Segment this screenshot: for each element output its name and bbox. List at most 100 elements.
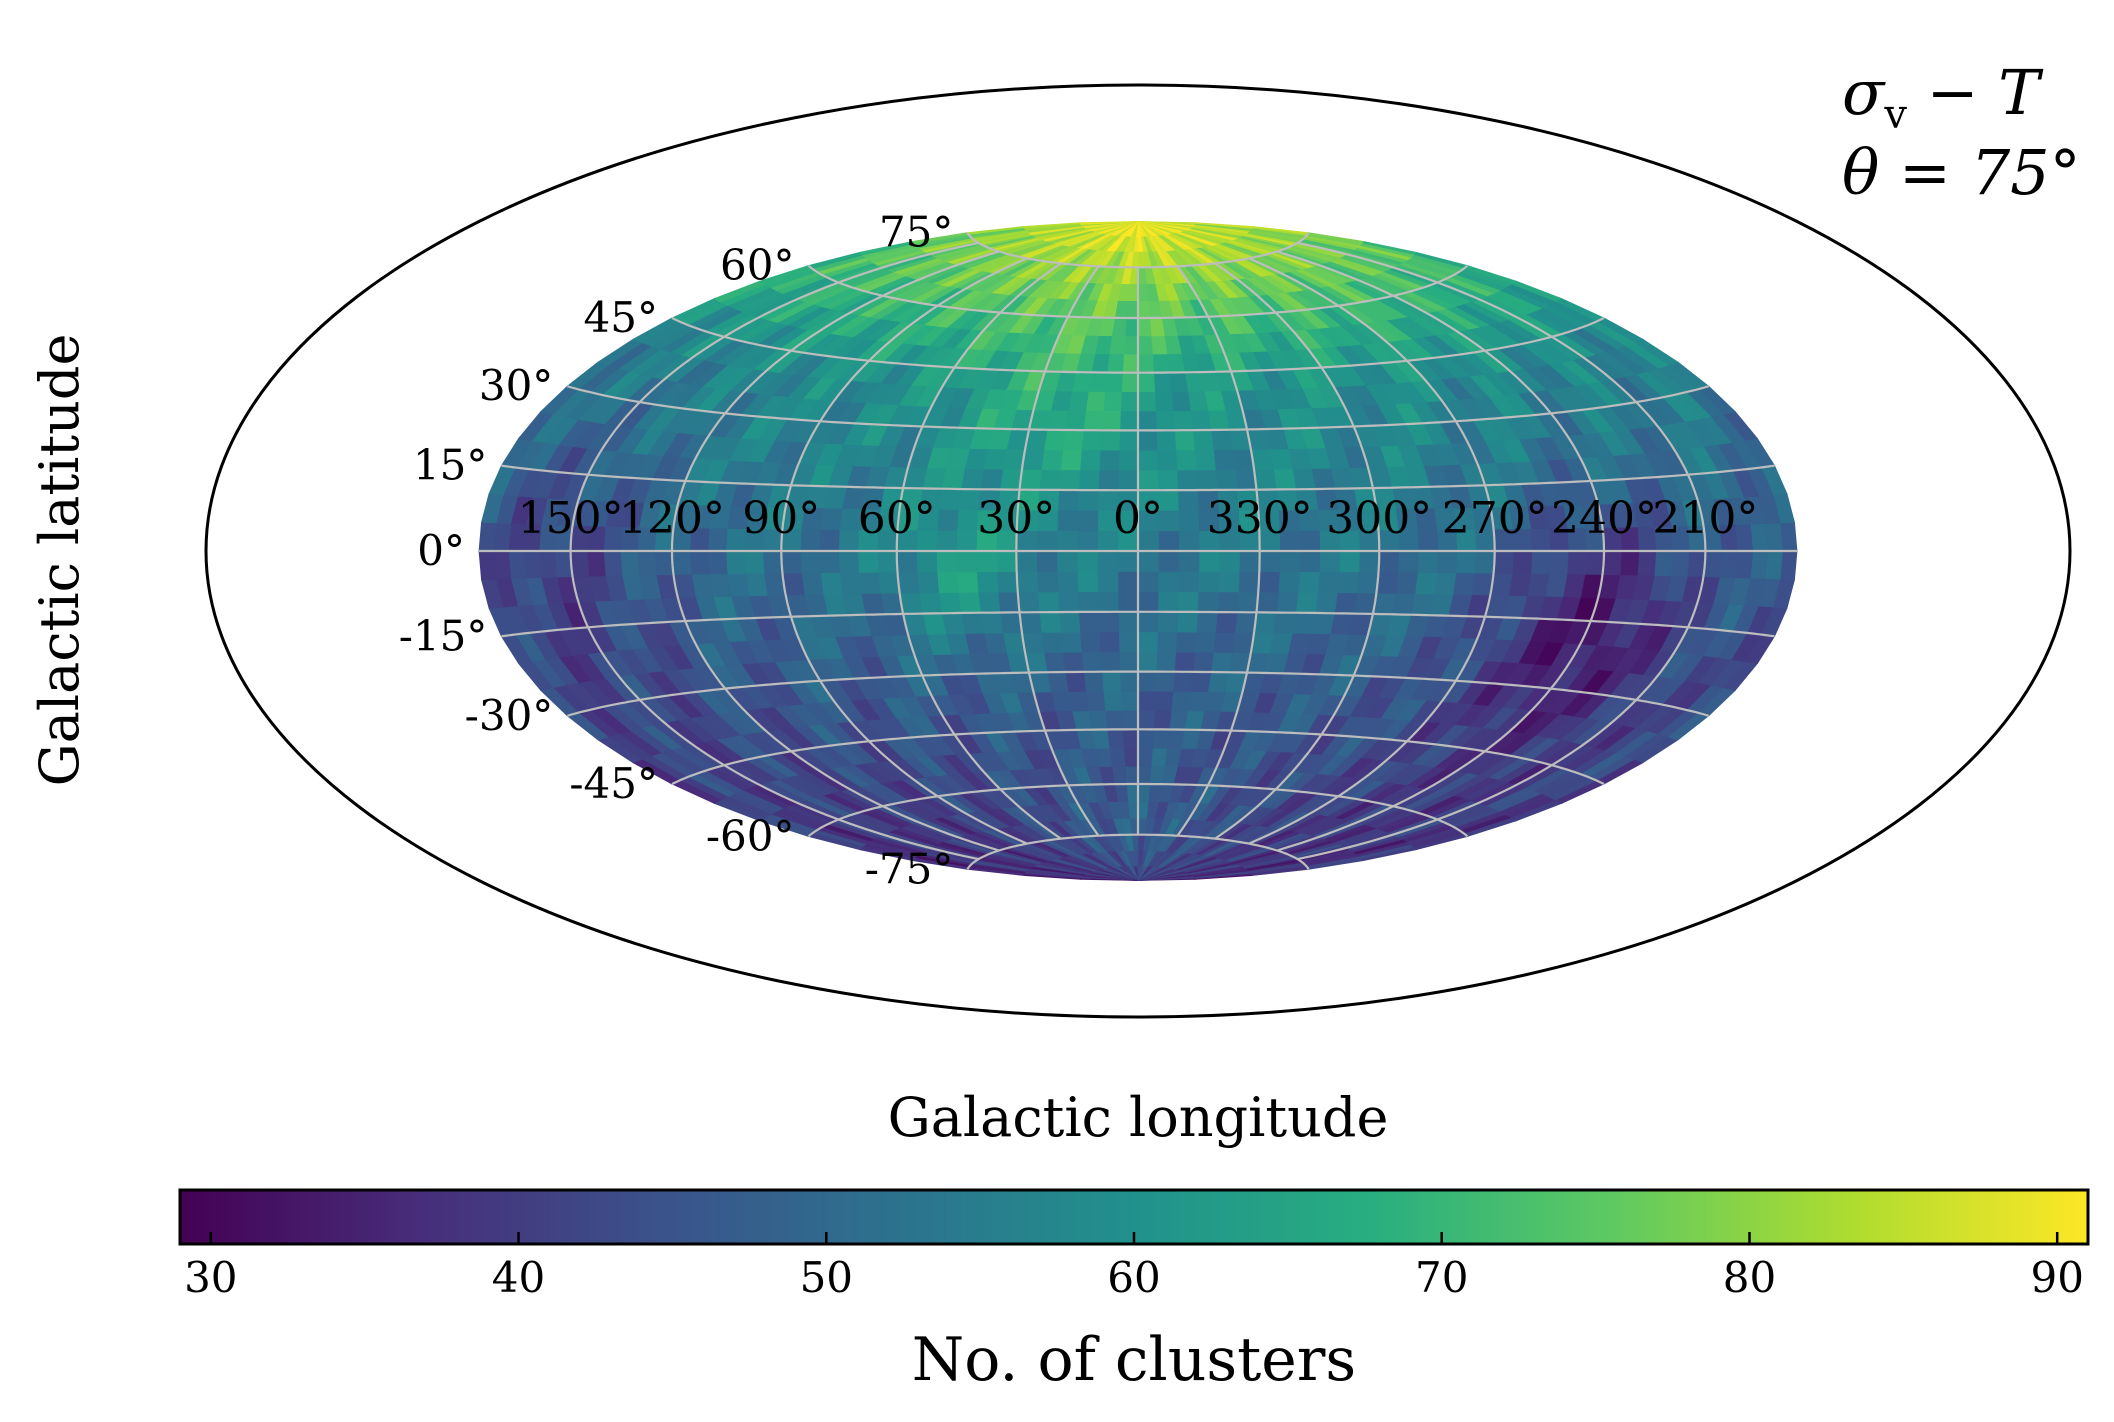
heatmap-cell [1356, 571, 1379, 594]
heatmap-cell [1078, 469, 1100, 491]
heatmap-cell [1120, 391, 1139, 412]
heatmap-cell [1082, 410, 1104, 431]
heatmap-cell [936, 571, 959, 594]
annotation: σv − T θ = 75° [1842, 56, 2081, 209]
colorbar-tick-label: 90 [2030, 1253, 2083, 1302]
heatmap-cell [979, 612, 1004, 634]
y-axis-label: Galactic latitude [28, 334, 91, 787]
heatmap-cell [1218, 550, 1240, 572]
heatmap-cell [1253, 611, 1277, 634]
heatmap-cell [1272, 612, 1297, 634]
heatmap-cell [1150, 335, 1168, 355]
longitude-tick-label: 240° [1551, 493, 1657, 544]
heatmap-cell [1278, 550, 1301, 572]
heatmap-cell [1779, 521, 1798, 552]
heatmap-cell [897, 571, 920, 594]
heatmap-cell [1197, 571, 1220, 593]
heatmap-cell [1036, 550, 1058, 572]
heatmap-cell [1277, 571, 1300, 593]
heatmap-cell [938, 591, 962, 614]
heatmap-cell [1397, 550, 1419, 573]
heatmap-cell [570, 550, 590, 578]
colorbar-tick-label: 40 [492, 1253, 545, 1302]
heatmap-cell [1196, 591, 1219, 613]
heatmap-cell [1137, 651, 1158, 672]
heatmap-cell [1104, 709, 1123, 730]
heatmap-cell [1157, 591, 1179, 613]
heatmap-cell [1101, 410, 1121, 431]
heatmap-cell [1097, 611, 1120, 633]
heatmap-cell [877, 571, 901, 594]
heatmap-cell [538, 550, 558, 578]
heatmap-cell [1156, 611, 1179, 633]
heatmap-cell [1064, 409, 1087, 431]
heatmap-cell [1178, 550, 1200, 572]
latitude-tick-label: 15° [413, 441, 487, 490]
heatmap-cell [1137, 449, 1158, 471]
heatmap-cell [1194, 631, 1216, 653]
annotation-symbol: σ [1842, 56, 1886, 129]
heatmap-cell [1137, 611, 1159, 633]
heatmap-cell [1098, 449, 1120, 471]
heatmap-cell [1123, 335, 1139, 355]
heatmap-cell [1395, 571, 1418, 595]
heatmap-cell [1120, 690, 1139, 711]
heatmap-cell [977, 591, 1001, 614]
heatmap-cell [1238, 550, 1261, 572]
heatmap-cell [1119, 410, 1139, 431]
colorbar-tick-label: 70 [1415, 1253, 1468, 1302]
heatmap-cell [1154, 391, 1174, 412]
heatmap-cell [1137, 353, 1155, 374]
heatmap-cell [1125, 300, 1139, 319]
heatmap-cell [936, 508, 959, 531]
colorbar-tick-label: 80 [1723, 1253, 1776, 1302]
heatmap-cell [1102, 690, 1122, 711]
heatmap-cell [1764, 550, 1783, 580]
heatmap-cell [1256, 591, 1279, 613]
heatmap-cell [1125, 783, 1139, 802]
heatmap-cell [1291, 468, 1316, 490]
heatmap-cell [1085, 690, 1106, 712]
heatmap-cell [1137, 728, 1155, 749]
heatmap-cell [1121, 728, 1139, 749]
heatmap-cell [1137, 372, 1156, 393]
heatmap-cell [1155, 651, 1177, 673]
heatmap-cell [725, 550, 746, 575]
longitude-tick-label: 270° [1442, 493, 1548, 544]
heatmap-cell [996, 571, 1019, 593]
heatmap-cell [1123, 747, 1139, 767]
heatmap-cell [1137, 300, 1151, 319]
heatmap-cell [1120, 710, 1139, 730]
heatmap-cell [1157, 550, 1180, 572]
heatmap-cell [1175, 449, 1197, 471]
heatmap-cell [1137, 591, 1159, 613]
heatmap-cell [1137, 469, 1159, 491]
heatmap-cell [762, 550, 783, 574]
latitude-tick-label: 75° [879, 208, 953, 257]
longitude-tick-label: 300° [1326, 493, 1432, 544]
heatmap-cell [1194, 449, 1216, 471]
heatmap-cell [1177, 489, 1199, 511]
heatmap-cell [1452, 572, 1476, 596]
heatmap-cell [876, 550, 898, 573]
heatmap-cell [1056, 530, 1078, 552]
heatmap-cell [1168, 710, 1189, 731]
heatmap-cell [1234, 611, 1257, 634]
heatmap-cell [1043, 429, 1066, 451]
heatmap-cell [1076, 509, 1099, 532]
heatmap-cell [837, 529, 860, 552]
heatmap-cell [1137, 317, 1152, 337]
heatmap-cell [493, 522, 512, 552]
heatmap-cell [1118, 429, 1139, 451]
heatmap-cell [1187, 390, 1209, 412]
heatmap-cell [938, 488, 962, 511]
latitude-tick-label: 45° [584, 293, 658, 342]
heatmap-cell [1096, 550, 1119, 572]
heatmap-cell [1082, 671, 1104, 692]
heatmap-cell [1155, 429, 1177, 451]
heatmap-cell [1154, 690, 1174, 711]
heatmap-cell [1037, 591, 1060, 613]
heatmap-cell [1137, 570, 1159, 592]
heatmap-cell [1298, 550, 1321, 573]
